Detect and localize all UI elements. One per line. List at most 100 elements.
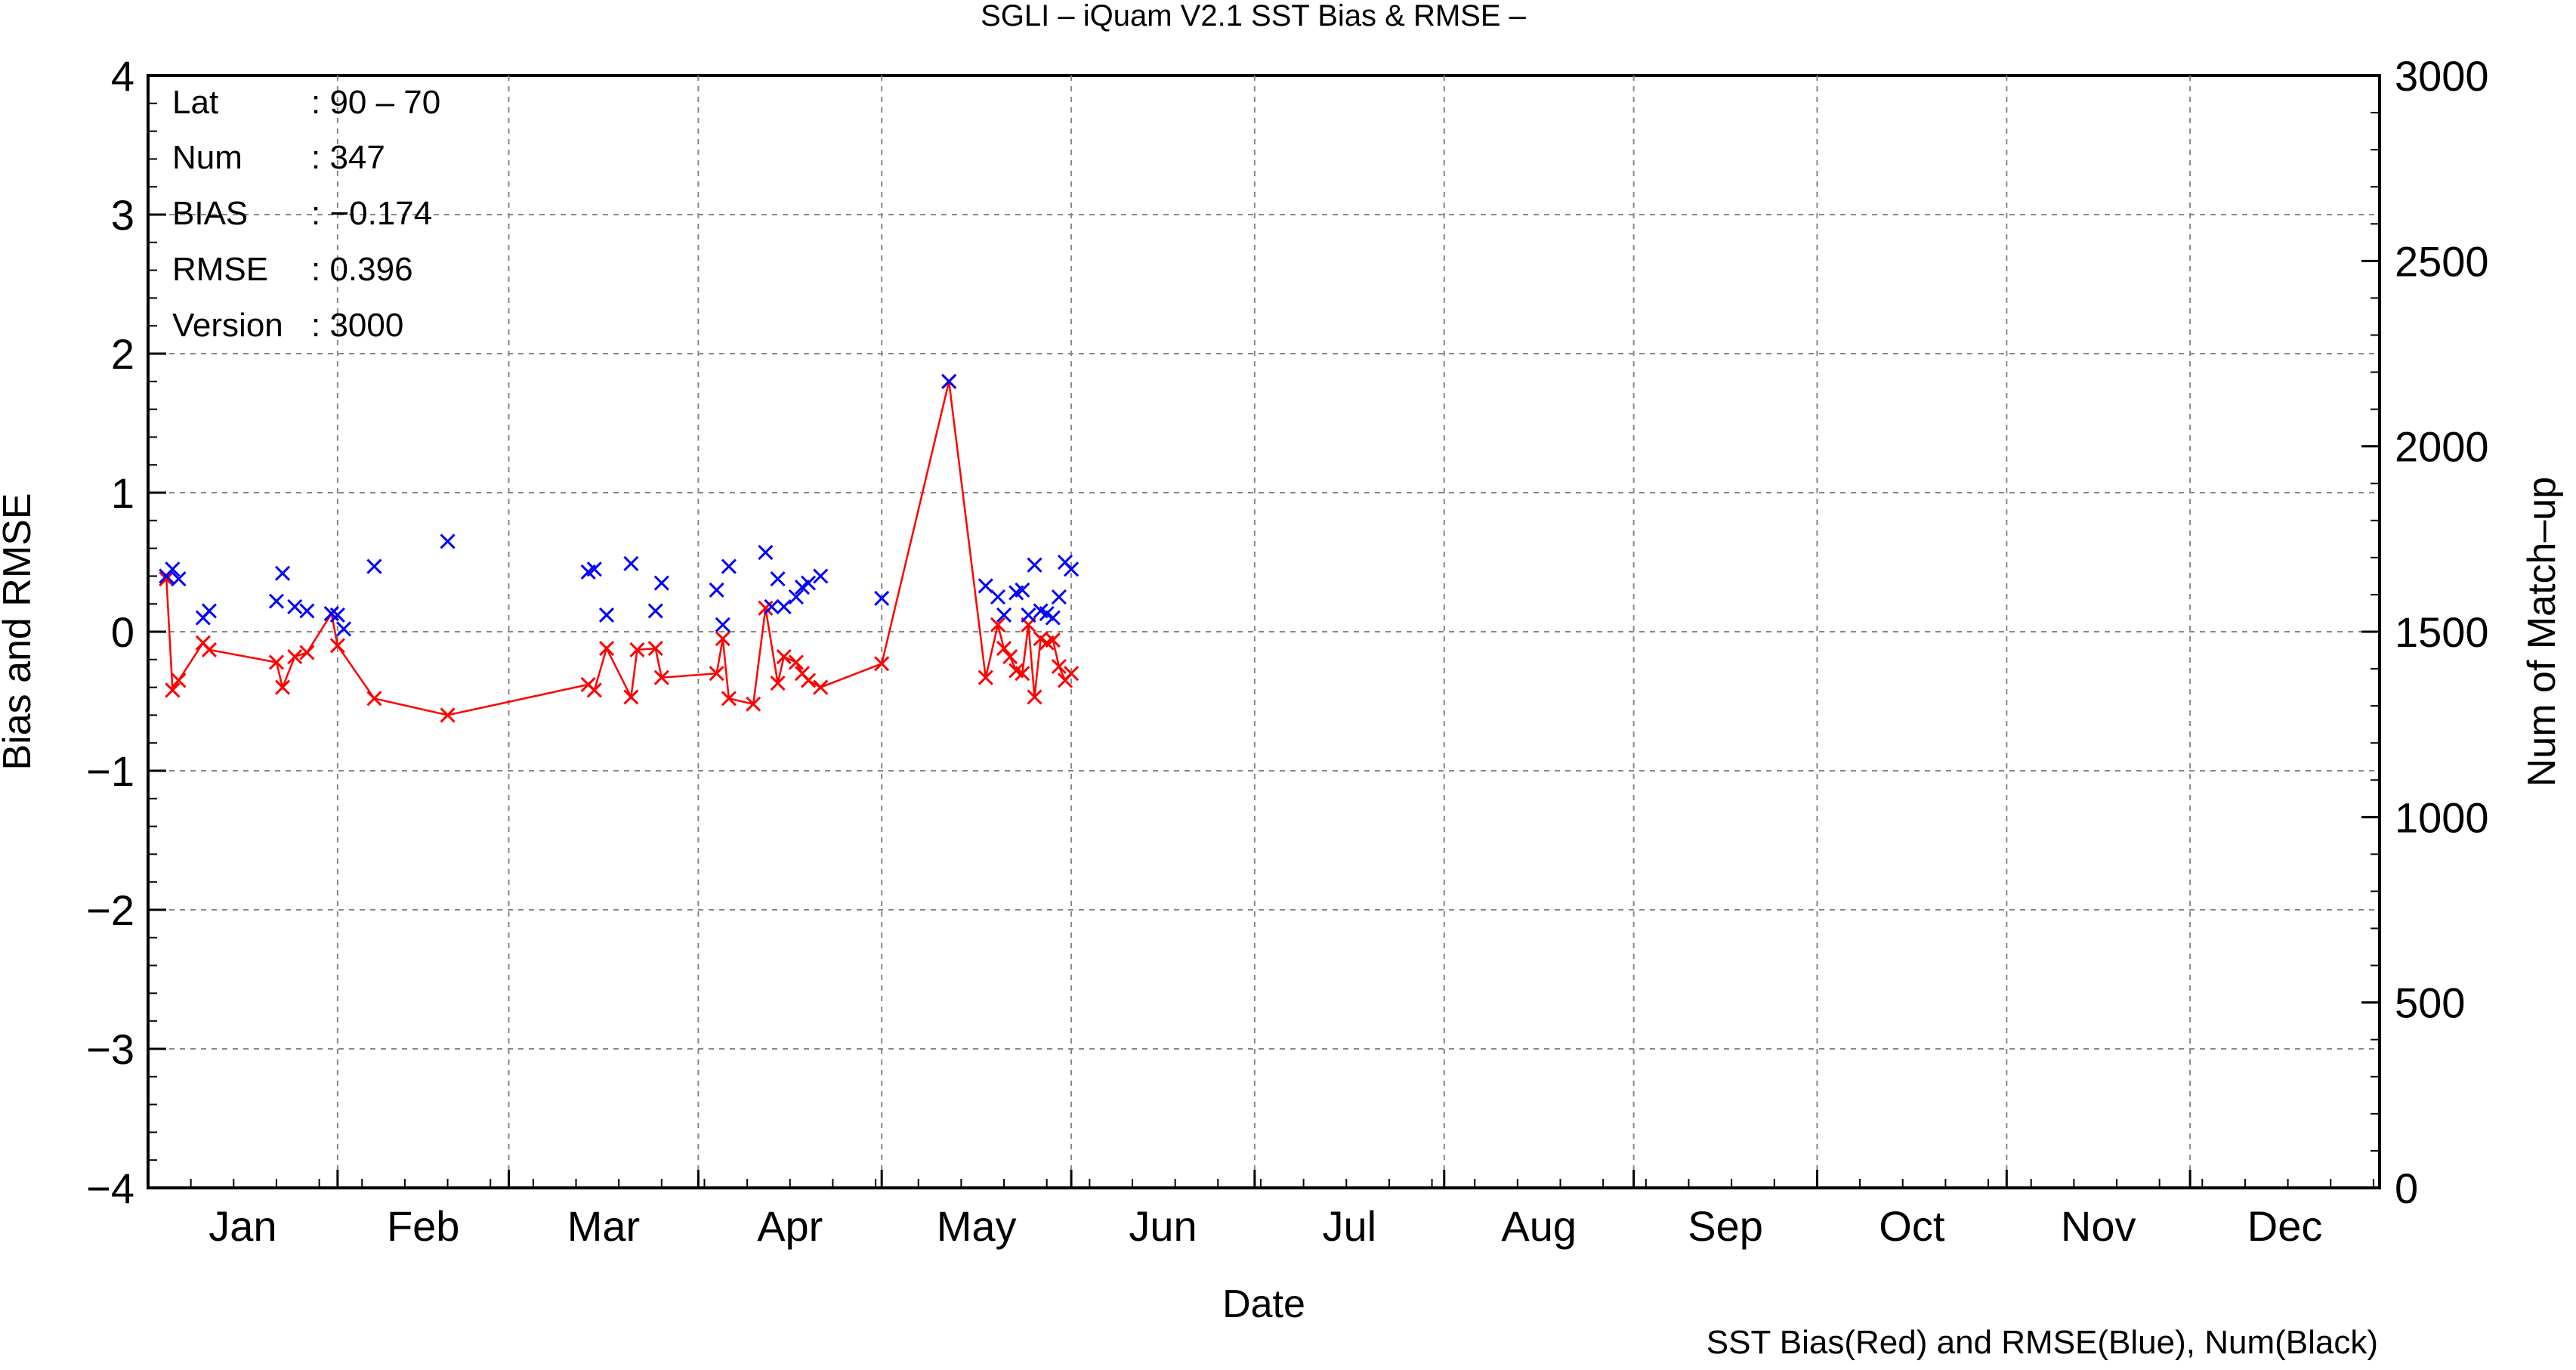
bias-point <box>623 689 639 705</box>
stat-rmse-label: RMSE <box>172 251 268 288</box>
bias-point <box>171 673 187 688</box>
rmse-point <box>268 593 285 609</box>
bias-point <box>709 666 724 682</box>
bias-point <box>159 571 175 587</box>
y2-tick-label: 3000 <box>2395 52 2489 100</box>
stat-bias-value: : −0.174 <box>311 195 432 232</box>
rmse-point <box>287 598 303 614</box>
chart-title: SGLI – iQuam V2.1 SST Bias & RMSE – <box>981 0 1527 32</box>
rmse-point <box>171 571 187 587</box>
bias-point <box>990 617 1006 632</box>
bias-point <box>874 656 890 672</box>
y-tick-label: −1 <box>86 747 134 795</box>
month-label: Nov <box>2061 1202 2136 1250</box>
rmse-point <box>1021 607 1036 623</box>
stat-lat-value: : 90 – 70 <box>311 84 440 121</box>
rmse-point <box>788 589 804 605</box>
bias-point <box>776 649 792 665</box>
rmse-point <box>653 575 669 591</box>
month-label: May <box>937 1202 1017 1250</box>
left-axis-tick-labels: −4 −3 −2 −1 0 1 2 3 4 <box>86 52 134 1212</box>
rmse-point <box>715 617 730 632</box>
y-tick-label: 0 <box>111 608 134 656</box>
bias-point <box>1015 666 1030 682</box>
bias-point <box>653 670 669 685</box>
y2-tick-label: 1500 <box>2395 608 2489 656</box>
bias-point <box>329 638 345 654</box>
y2-tick-label: 2000 <box>2395 423 2489 471</box>
y-tick-label: 3 <box>111 191 134 239</box>
month-tick-labels: Jan Feb Mar Apr May Jun Jul Aug Sep Oct Nov Dec <box>208 1202 2322 1250</box>
bias-series-line <box>165 381 1073 716</box>
rmse-point <box>800 575 817 591</box>
rmse-point <box>329 607 345 623</box>
y-tick-label: 2 <box>111 330 134 378</box>
rmse-point <box>770 571 786 587</box>
bias-line-path <box>165 381 1073 716</box>
month-label: Apr <box>757 1202 823 1250</box>
rmse-point <box>721 558 737 574</box>
rmse-point <box>366 558 382 574</box>
rmse-point <box>1015 582 1030 598</box>
month-label: Feb <box>387 1202 460 1250</box>
stat-rmse-value: : 0.396 <box>311 251 413 288</box>
y2-tick-label: 0 <box>2395 1164 2418 1212</box>
bias-point <box>586 682 602 698</box>
bias-point <box>746 696 761 712</box>
bias-point <box>201 642 217 657</box>
rmse-point <box>440 533 456 549</box>
y2-tick-label: 500 <box>2395 979 2465 1027</box>
right-axis-tick-labels: 0 500 1000 1500 2000 2500 3000 <box>2395 52 2489 1212</box>
rmse-point <box>623 555 639 571</box>
rmse-point <box>299 603 315 619</box>
stat-version-value: : 3000 <box>311 307 403 344</box>
bias-point <box>274 679 291 695</box>
rmse-point <box>1051 589 1067 605</box>
bias-point <box>1002 649 1018 665</box>
rmse-point <box>874 590 890 606</box>
rmse-point <box>1045 610 1061 626</box>
rmse-point <box>813 568 829 584</box>
bias-point <box>268 654 285 670</box>
rmse-point <box>758 545 774 561</box>
bottom-axis-ticks <box>190 1170 2374 1188</box>
month-label: Dec <box>2247 1202 2323 1250</box>
y2-tick-label: 1000 <box>2395 793 2489 841</box>
bias-point <box>287 649 303 665</box>
rmse-point <box>941 373 957 389</box>
bias-point <box>800 673 817 688</box>
rmse-point <box>586 561 602 577</box>
stat-num-label: Num <box>172 139 242 176</box>
rmse-point <box>978 578 993 594</box>
bias-point <box>813 679 829 695</box>
month-label: Jun <box>1129 1202 1197 1250</box>
month-label: Aug <box>1501 1202 1577 1250</box>
rmse-point <box>274 565 291 581</box>
legend-footer: SST Bias(Red) and RMSE(Blue), Num(Black) <box>1707 1324 2378 1361</box>
bias-point <box>629 642 645 657</box>
rmse-point <box>1064 561 1080 577</box>
y-tick-label: −2 <box>86 886 134 934</box>
bias-point <box>1027 689 1042 705</box>
bias-point <box>165 682 181 698</box>
bias-point <box>1045 632 1061 648</box>
month-label: Jul <box>1323 1202 1377 1250</box>
bias-point <box>299 645 315 660</box>
bias-series-markers <box>159 373 1080 723</box>
bias-point <box>978 670 993 685</box>
bias-point <box>788 654 804 670</box>
bias-point <box>598 641 615 657</box>
stat-version-label: Version <box>172 307 283 344</box>
bias-point <box>440 707 456 723</box>
bias-point <box>1051 658 1067 675</box>
rmse-point <box>1027 557 1042 573</box>
rmse-series-markers <box>159 373 1080 637</box>
stats-box: Lat : 90 – 70 Num : 347 BIAS : −0.174 RM… <box>172 84 440 344</box>
y2-tick-label: 2500 <box>2395 237 2489 285</box>
bias-point <box>715 631 730 647</box>
horizontal-gridlines <box>148 214 2380 1050</box>
rmse-point <box>776 598 792 614</box>
rmse-point <box>598 607 615 623</box>
y-tick-label: −4 <box>86 1164 134 1212</box>
